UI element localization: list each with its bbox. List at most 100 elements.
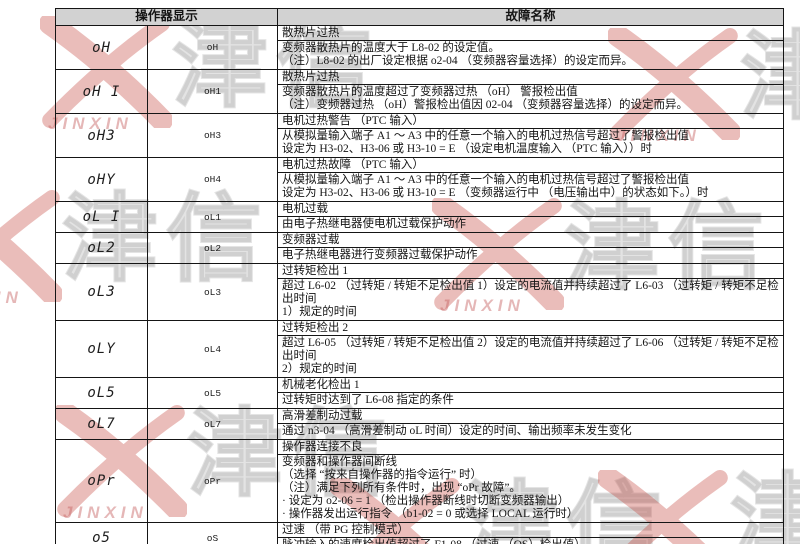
operator-code: oH3 [203, 130, 222, 141]
fault-name-cell: 电机过热故障 （PTC 输入） 从模拟量输入端子 A1 ～ A3 中的任意一个输… [278, 158, 783, 201]
fault-row: oL I oL1 电机过载 由电子热继电器使电机过载保护动作 [56, 202, 783, 233]
lcd-display-cell: oL7 [56, 409, 148, 439]
watermark-brand-text: JINXIN [48, 114, 133, 133]
lcd-display-cell: oLY [56, 321, 148, 377]
fault-description: 从模拟量输入端子 A1 ～ A3 中的任意一个输入的电机过热信号超过了警报检出值… [282, 130, 689, 155]
lcd-display-cell: oL I [56, 202, 148, 232]
jinxin-x-logo-icon [608, 28, 740, 140]
lcd-display-cell: oL3 [56, 264, 148, 320]
lcd-display-code: oL2 [87, 240, 116, 256]
fault-title: 过转矩检出 1 [278, 264, 783, 279]
lcd-display-cell: o5 [56, 523, 148, 544]
fault-description: 变频器和操作器间断线 （选择 “按来自操作器的指令运行” 时） （注）满足下列所… [282, 456, 579, 520]
fault-title: 高滑差制动过载 [278, 409, 783, 424]
fault-row: oL2 oL2 变频器过载 电子热继电器进行变频器过载保护动作 [56, 233, 783, 264]
fault-title: 散热片过热 [278, 70, 783, 85]
lcd-display-cell: oL2 [56, 233, 148, 263]
fault-row: oPr oPr 操作器连接不良 变频器和操作器间断线 （选择 “按来自操作器的指… [56, 440, 783, 523]
fault-row: oL5 oL5 机械老化检出 1 过转矩时达到了 L6-08 指定的条件 [56, 378, 783, 409]
watermark-logo-text: 津信 [171, 12, 380, 119]
operator-code: oH4 [203, 174, 222, 185]
operator-code: oL3 [203, 286, 222, 298]
operator-code-cell: oH [148, 26, 278, 69]
operator-code-cell: oL3 [148, 264, 278, 320]
fault-row: oL3 oL3 过转矩检出 1 超过 L6-02 （过转矩 / 转矩不足检出值 … [56, 264, 783, 321]
lcd-display-code: oL5 [87, 385, 116, 401]
fault-row: oL7 oL7 高滑差制动过载 通过 n3-04 （高滑差制动 oL 时间）设定… [56, 409, 783, 440]
fault-name-cell: 电机过载 由电子热继电器使电机过载保护动作 [278, 202, 783, 232]
lcd-display-cell: oL5 [56, 378, 148, 408]
fault-title: 机械老化检出 1 [278, 378, 783, 393]
operator-code: oL4 [203, 343, 222, 355]
fault-description: 由电子热继电器使电机过载保护动作 [282, 218, 466, 230]
jinxin-x-logo-icon [40, 16, 172, 128]
jinxin-x-logo-icon [330, 478, 460, 544]
operator-code-cell: oS [148, 523, 278, 544]
lcd-display-cell: oH3 [56, 114, 148, 157]
watermark-logo-text: 津信 [61, 186, 270, 293]
fault-description: 变频器散热片的温度大于 L8-02 的设定值。 （注）L8-02 的出厂设定根据… [282, 42, 634, 67]
lcd-display-cell: oH I [56, 70, 148, 113]
operator-code-cell: oL2 [148, 233, 278, 263]
fault-name-cell: 操作器连接不良 变频器和操作器间断线 （选择 “按来自操作器的指令运行” 时） … [278, 440, 783, 522]
operator-code: oPr [203, 475, 222, 487]
fault-name-cell: 过速 （带 PG 控制模式） 脉冲输入的速度检出值超过了 F1-08 （过速 （… [278, 523, 783, 544]
operator-code: oH [206, 42, 219, 53]
operator-code: oH1 [203, 86, 222, 97]
fault-title: 电机过热警告 （PTC 输入） [278, 114, 783, 129]
fault-row: oH3 oH3 电机过热警告 （PTC 输入） 从模拟量输入端子 A1 ～ A3… [56, 114, 783, 158]
fault-title: 电机过热故障 （PTC 输入） [278, 158, 783, 173]
jinxin-x-logo-icon [0, 190, 62, 302]
fault-description: 超过 L6-05 （过转矩 / 转矩不足检出值 2）设定的电流值并持续超过了 L… [282, 337, 779, 375]
fault-description: 变频器散热片的温度超过了变频器过热 （oH） 警报检出值 （注）变频器过热 （o… [282, 86, 689, 111]
operator-code-cell: oH1 [148, 70, 278, 113]
watermark-unit: 津信 JINXIN [598, 468, 800, 544]
watermark-logo-text: 津信 [739, 24, 800, 131]
fault-description: 脉冲输入的速度检出值超过了 F1-08 （过速 （OS）检出值） [278, 538, 783, 544]
lcd-display-code: oLY [87, 341, 116, 357]
operator-code: oL7 [203, 418, 222, 430]
lcd-display-cell: oH [56, 26, 148, 69]
watermark-brand-text: JINXIN [63, 503, 148, 522]
header-fault-name: 故障名称 [505, 9, 556, 23]
operator-code-cell: oL7 [148, 409, 278, 439]
operator-code: oL2 [203, 242, 222, 254]
fault-row: oHY oH4 电机过热故障 （PTC 输入） 从模拟量输入端子 A1 ～ A3… [56, 158, 783, 202]
fault-row: oLY oL4 过转矩检出 2 超过 L6-05 （过转矩 / 转矩不足检出值 … [56, 321, 783, 378]
fault-name-cell: 高滑差制动过载 通过 n3-04 （高滑差制动 oL 时间）设定的时间、输出频率… [278, 409, 783, 439]
jinxin-x-logo-icon [55, 405, 187, 517]
lcd-display-cell: oHY [56, 158, 148, 201]
fault-description: 过转矩时达到了 L6-08 指定的条件 [282, 394, 454, 406]
fault-name-cell: 过转矩检出 1 超过 L6-02 （过转矩 / 转矩不足检出值 1）设定的电流值… [278, 264, 783, 320]
lcd-display-code: oL3 [87, 284, 116, 300]
fault-row: oH oH 散热片过热 变频器散热片的温度大于 L8-02 的设定值。 （注）L… [56, 26, 783, 70]
fault-name-cell: 电机过热警告 （PTC 输入） 从模拟量输入端子 A1 ～ A3 中的任意一个输… [278, 114, 783, 157]
watermark-brand-text: JINXIN [0, 288, 23, 307]
operator-code: oL5 [203, 387, 222, 399]
fault-title: 散热片过热 [278, 26, 783, 41]
lcd-display-code: oHY [87, 171, 116, 188]
watermark-unit: 津信 JINXIN [608, 24, 800, 145]
lcd-display-code: oH I [82, 83, 121, 100]
watermark-unit: 津信 JINXIN [40, 12, 380, 133]
fault-row: o5 oS 过速 （带 PG 控制模式） 脉冲输入的速度检出值超过了 F1-08… [56, 523, 783, 544]
operator-code-cell: oH4 [148, 158, 278, 201]
operator-code-cell: oL4 [148, 321, 278, 377]
watermark-brand-text: JINXIN [440, 296, 525, 315]
fault-name-cell: 散热片过热 变频器散热片的温度超过了变频器过热 （oH） 警报检出值 （注）变频… [278, 70, 783, 113]
fault-description: 通过 n3-04 （高滑差制动 oL 时间）设定的时间、输出频率未发生变化 [282, 425, 632, 437]
fault-code-table: 操作器显示 故障名称 oH oH 散热片过热 变频器散热片的温度大于 L8-02… [55, 8, 784, 544]
lcd-display-code: oH [92, 39, 111, 56]
table-header-row: 操作器显示 故障名称 [56, 9, 783, 26]
operator-code-cell: oPr [148, 440, 278, 522]
fault-name-cell: 过转矩检出 2 超过 L6-05 （过转矩 / 转矩不足检出值 2）设定的电流值… [278, 321, 783, 377]
operator-code: oS [206, 532, 219, 544]
watermark-unit: 津信 JINXIN [0, 186, 270, 307]
lcd-display-code: o5 [92, 530, 111, 544]
fault-description: 超过 L6-02 （过转矩 / 转矩不足检出值 1）设定的电流值并持续超过了 L… [282, 280, 779, 318]
fault-name-cell: 机械老化检出 1 过转矩时达到了 L6-08 指定的条件 [278, 378, 783, 408]
fault-description: 电子热继电器进行变频器过载保护动作 [282, 249, 478, 261]
fault-row: oH I oH1 散热片过热 变频器散热片的温度超过了变频器过热 （oH） 警报… [56, 70, 783, 114]
lcd-display-code: oL7 [87, 416, 116, 432]
